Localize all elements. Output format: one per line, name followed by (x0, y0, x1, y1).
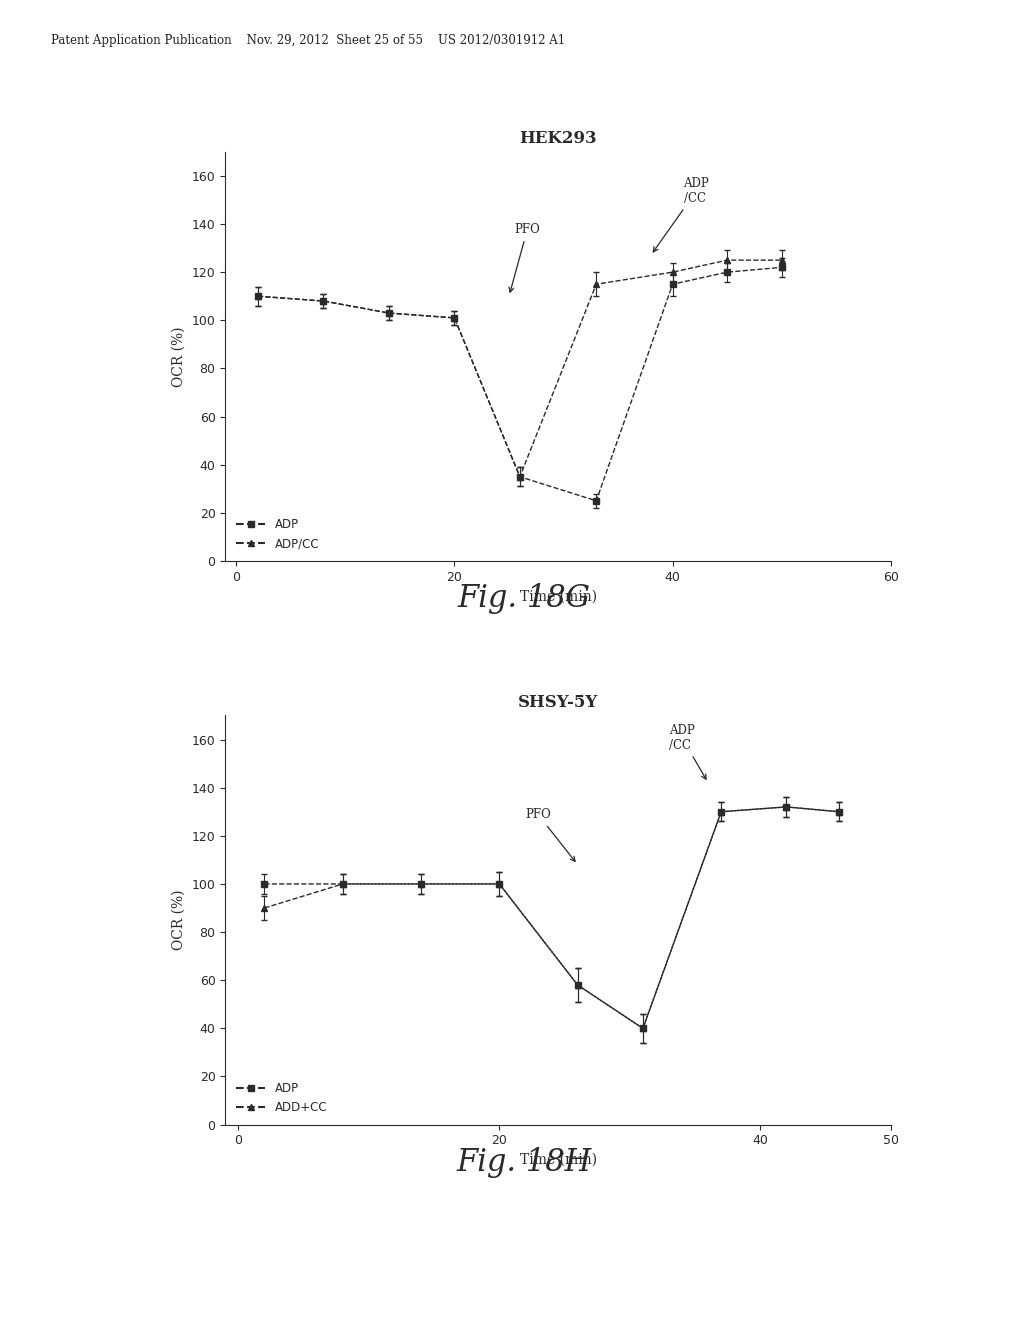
Text: PFO: PFO (509, 223, 541, 292)
Text: PFO: PFO (525, 808, 575, 862)
Y-axis label: OCR (%): OCR (%) (172, 326, 186, 387)
Text: ADP
/CC: ADP /CC (669, 723, 707, 779)
Legend: ADP, ADD+CC: ADP, ADD+CC (231, 1077, 332, 1119)
Y-axis label: OCR (%): OCR (%) (172, 890, 186, 950)
Legend: ADP, ADP/CC: ADP, ADP/CC (231, 513, 325, 556)
Text: Fig. 18G: Fig. 18G (458, 583, 591, 614)
Title: SHSY-5Y: SHSY-5Y (518, 694, 598, 711)
X-axis label: Time (min): Time (min) (519, 589, 597, 603)
Text: Patent Application Publication    Nov. 29, 2012  Sheet 25 of 55    US 2012/03019: Patent Application Publication Nov. 29, … (51, 34, 565, 48)
Text: ADP
/CC: ADP /CC (653, 177, 710, 252)
Text: Fig. 18H: Fig. 18H (457, 1147, 592, 1177)
X-axis label: Time (min): Time (min) (519, 1152, 597, 1167)
Title: HEK293: HEK293 (519, 131, 597, 148)
